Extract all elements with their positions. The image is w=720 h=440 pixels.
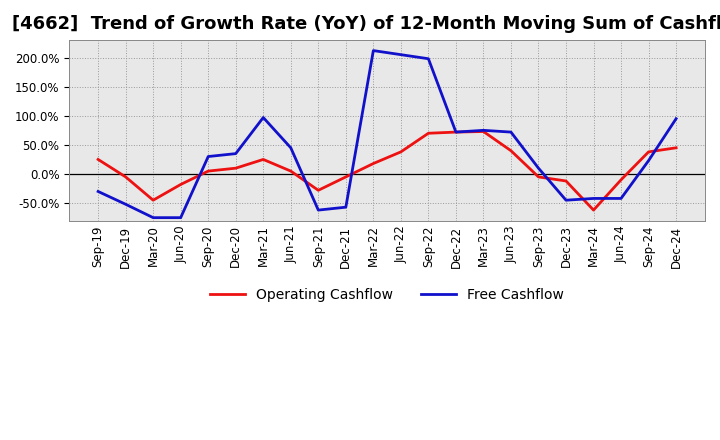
Free Cashflow (287, 145, 295, 150)
Operating Cashflow (122, 174, 130, 180)
Free Cashflow (176, 215, 185, 220)
Title: [4662]  Trend of Growth Rate (YoY) of 12-Month Moving Sum of Cashflows: [4662] Trend of Growth Rate (YoY) of 12-… (12, 15, 720, 33)
Operating Cashflow (176, 182, 185, 187)
Free Cashflow (149, 215, 158, 220)
Free Cashflow (424, 56, 433, 61)
Free Cashflow (341, 205, 350, 210)
Free Cashflow (644, 158, 653, 163)
Operating Cashflow (589, 207, 598, 213)
Free Cashflow (617, 196, 626, 201)
Operating Cashflow (534, 174, 543, 180)
Free Cashflow (397, 52, 405, 57)
Legend: Operating Cashflow, Free Cashflow: Operating Cashflow, Free Cashflow (205, 282, 570, 308)
Free Cashflow (479, 128, 487, 133)
Operating Cashflow (204, 169, 212, 174)
Operating Cashflow (259, 157, 268, 162)
Operating Cashflow (562, 178, 570, 183)
Free Cashflow (231, 151, 240, 156)
Free Cashflow (259, 115, 268, 120)
Operating Cashflow (672, 145, 680, 150)
Operating Cashflow (341, 174, 350, 180)
Operating Cashflow (149, 198, 158, 203)
Free Cashflow (94, 189, 102, 194)
Free Cashflow (369, 48, 378, 53)
Free Cashflow (507, 129, 516, 135)
Free Cashflow (314, 207, 323, 213)
Line: Free Cashflow: Free Cashflow (98, 51, 676, 218)
Free Cashflow (534, 165, 543, 171)
Free Cashflow (562, 198, 570, 203)
Line: Operating Cashflow: Operating Cashflow (98, 132, 676, 210)
Operating Cashflow (369, 161, 378, 166)
Operating Cashflow (451, 129, 460, 135)
Operating Cashflow (397, 149, 405, 154)
Operating Cashflow (479, 129, 487, 134)
Operating Cashflow (314, 187, 323, 193)
Free Cashflow (451, 129, 460, 135)
Free Cashflow (204, 154, 212, 159)
Operating Cashflow (424, 131, 433, 136)
Operating Cashflow (507, 148, 516, 154)
Free Cashflow (122, 202, 130, 207)
Operating Cashflow (94, 157, 102, 162)
Operating Cashflow (231, 165, 240, 171)
Free Cashflow (589, 196, 598, 201)
Operating Cashflow (617, 177, 626, 183)
Operating Cashflow (644, 149, 653, 154)
Operating Cashflow (287, 169, 295, 174)
Free Cashflow (672, 116, 680, 121)
